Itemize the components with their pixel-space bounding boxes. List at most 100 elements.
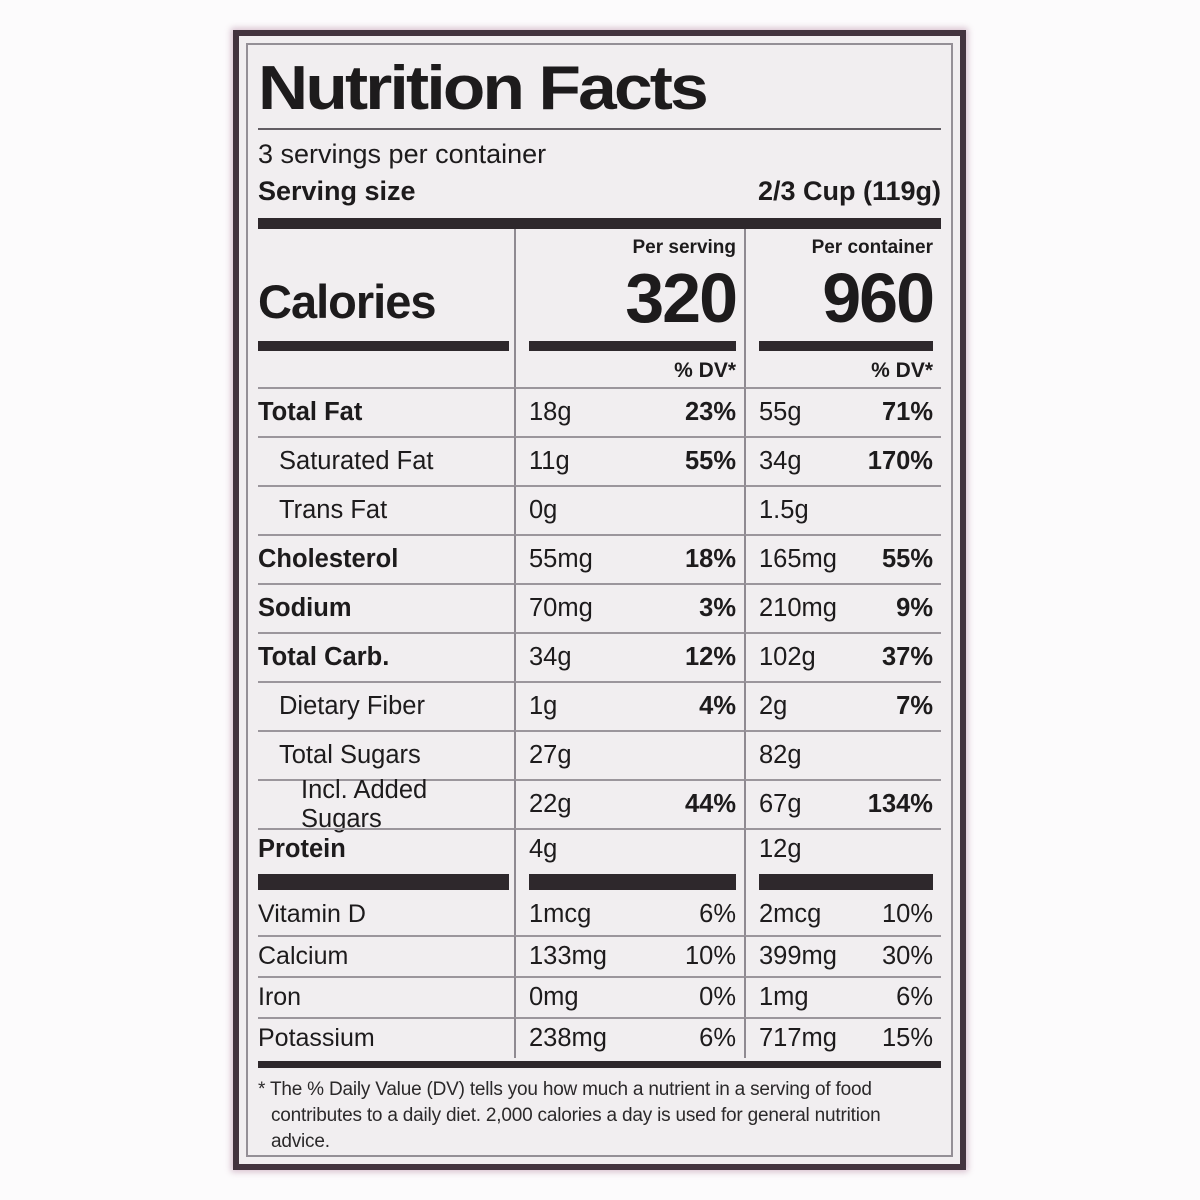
calories-per-serving-cell: Per serving 320 xyxy=(514,229,744,338)
title-rule xyxy=(258,128,941,130)
vitamin-name: Potassium xyxy=(258,1024,375,1053)
per-serving-cell: 1mcg 6% xyxy=(514,894,744,936)
per-serving-cell: 22g 44% xyxy=(514,779,744,829)
per-serving-dv: 6% xyxy=(699,900,736,929)
per-serving-amount: 55mg xyxy=(529,545,593,574)
per-container-dv: 6% xyxy=(896,983,933,1012)
per-container-cell: 82g xyxy=(744,730,941,780)
per-container-dv: 71% xyxy=(881,398,933,427)
nutrient-name: Dietary Fiber xyxy=(279,692,425,721)
per-container-dv: 10% xyxy=(881,900,933,929)
nutrient-name: Trans Fat xyxy=(279,496,388,525)
footnote-text: The % Daily Value (DV) tells you how muc… xyxy=(269,1079,881,1152)
per-serving-dv: 4% xyxy=(699,692,736,721)
vitamin-name: Calcium xyxy=(258,942,349,971)
nutrient-name-cell: Dietary Fiber xyxy=(258,681,514,730)
per-serving-header: Per serving xyxy=(632,237,737,259)
nutrient-name: Saturated Fat xyxy=(279,447,434,476)
section-divider-cell xyxy=(258,868,514,894)
vitamin-name: Vitamin D xyxy=(258,900,366,929)
divider-bar xyxy=(529,874,736,891)
per-container-cell: 2mcg 10% xyxy=(744,894,941,936)
vitamin-name-cell: Iron xyxy=(258,976,514,1017)
calories-per-serving-value: 320 xyxy=(625,259,738,338)
per-container-amount: 55g xyxy=(759,398,802,427)
per-container-cell: 2g 7% xyxy=(744,681,941,731)
thick-rule-bottom xyxy=(258,1061,941,1068)
per-serving-cell: 55mg 18% xyxy=(514,534,744,584)
nutrient-name-cell: Sodium xyxy=(258,583,514,632)
per-container-dv: 37% xyxy=(881,643,933,672)
nutrient-name-cell: Total Fat xyxy=(258,387,514,436)
per-serving-amount: 238mg xyxy=(529,1024,607,1053)
per-container-dv: 55% xyxy=(881,545,933,574)
per-container-amount: 1mg xyxy=(759,983,809,1012)
nutrient-name-cell: Cholesterol xyxy=(258,534,514,583)
calories-rule-cell xyxy=(514,337,744,356)
per-container-amount: 67g xyxy=(759,790,802,819)
nutrient-name: Total Sugars xyxy=(279,741,421,770)
per-serving-cell: 27g xyxy=(514,730,744,780)
per-container-amount: 102g xyxy=(759,643,816,672)
per-container-header: Per container xyxy=(811,237,933,259)
per-container-dv: 170% xyxy=(867,447,933,476)
section-divider-cell xyxy=(744,868,941,895)
vitamin-name-cell: Vitamin D xyxy=(258,894,514,935)
per-container-cell: 55g 71% xyxy=(744,387,941,437)
per-container-cell: 165mg 55% xyxy=(744,534,941,584)
per-serving-cell: 18g 23% xyxy=(514,387,744,437)
per-serving-amount: 27g xyxy=(529,741,572,770)
per-serving-dv: 55% xyxy=(684,447,736,476)
vitamin-name: Iron xyxy=(258,983,302,1012)
per-serving-amount: 4g xyxy=(529,834,558,863)
nutrient-name: Cholesterol xyxy=(258,545,399,574)
per-serving-dv: 0% xyxy=(699,983,736,1012)
calories-rule-cell xyxy=(744,337,941,356)
per-serving-amount: 22g xyxy=(529,790,572,819)
per-container-dv: 134% xyxy=(867,790,933,819)
per-serving-amount: 0g xyxy=(529,496,558,525)
per-serving-amount: 34g xyxy=(529,643,572,672)
divider-bar xyxy=(258,874,509,891)
divider-bar xyxy=(759,341,933,352)
divider-bar xyxy=(258,341,509,352)
per-container-cell: 102g 37% xyxy=(744,632,941,682)
per-container-cell: 67g 134% xyxy=(744,779,941,829)
per-serving-dv: 44% xyxy=(684,790,736,819)
per-container-amount: 2mcg xyxy=(759,900,822,929)
nutrition-label-inner: Nutrition Facts 3 servings per container… xyxy=(246,43,953,1157)
per-container-cell: 399mg 30% xyxy=(744,935,941,977)
per-serving-cell: 11g 55% xyxy=(514,436,744,486)
per-container-cell: 34g 170% xyxy=(744,436,941,486)
label-title: Nutrition Facts xyxy=(258,54,709,123)
nutrient-name: Total Fat xyxy=(258,398,363,427)
per-serving-dv: 18% xyxy=(684,545,736,574)
nutrient-name-cell: Incl. Added Sugars xyxy=(258,776,514,833)
per-serving-dv: 6% xyxy=(699,1024,736,1053)
nutrient-name-cell: Trans Fat xyxy=(258,485,514,534)
nutrient-name: Sodium xyxy=(258,594,352,623)
per-container-dv: 9% xyxy=(896,594,933,623)
thick-rule-top xyxy=(258,218,941,230)
per-serving-cell: 1g 4% xyxy=(514,681,744,731)
per-serving-dv: 12% xyxy=(684,643,736,672)
footnote-asterisk: * xyxy=(258,1079,266,1100)
per-serving-amount: 70mg xyxy=(529,594,593,623)
serving-size-value: 2/3 Cup (119g) xyxy=(757,176,941,206)
nutrient-name-cell: Protein xyxy=(258,828,514,868)
calories-label: Calories xyxy=(258,275,436,329)
per-serving-dv: 3% xyxy=(699,594,736,623)
per-serving-cell: 238mg 6% xyxy=(514,1017,744,1059)
per-container-dv: 15% xyxy=(881,1024,933,1053)
per-serving-amount: 11g xyxy=(529,447,570,476)
per-container-cell: 210mg 9% xyxy=(744,583,941,633)
nutrition-table: Calories Per serving 320 Per container 9… xyxy=(258,229,941,1059)
servings-per-container: 3 servings per container xyxy=(258,139,547,169)
per-container-amount: 82g xyxy=(759,741,802,770)
per-serving-amount: 133mg xyxy=(529,942,607,971)
per-serving-cell: 133mg 10% xyxy=(514,935,744,977)
calories-per-container-value: 960 xyxy=(822,259,935,338)
nutrient-name-cell: Total Sugars xyxy=(258,730,514,779)
per-container-amount: 34g xyxy=(759,447,802,476)
